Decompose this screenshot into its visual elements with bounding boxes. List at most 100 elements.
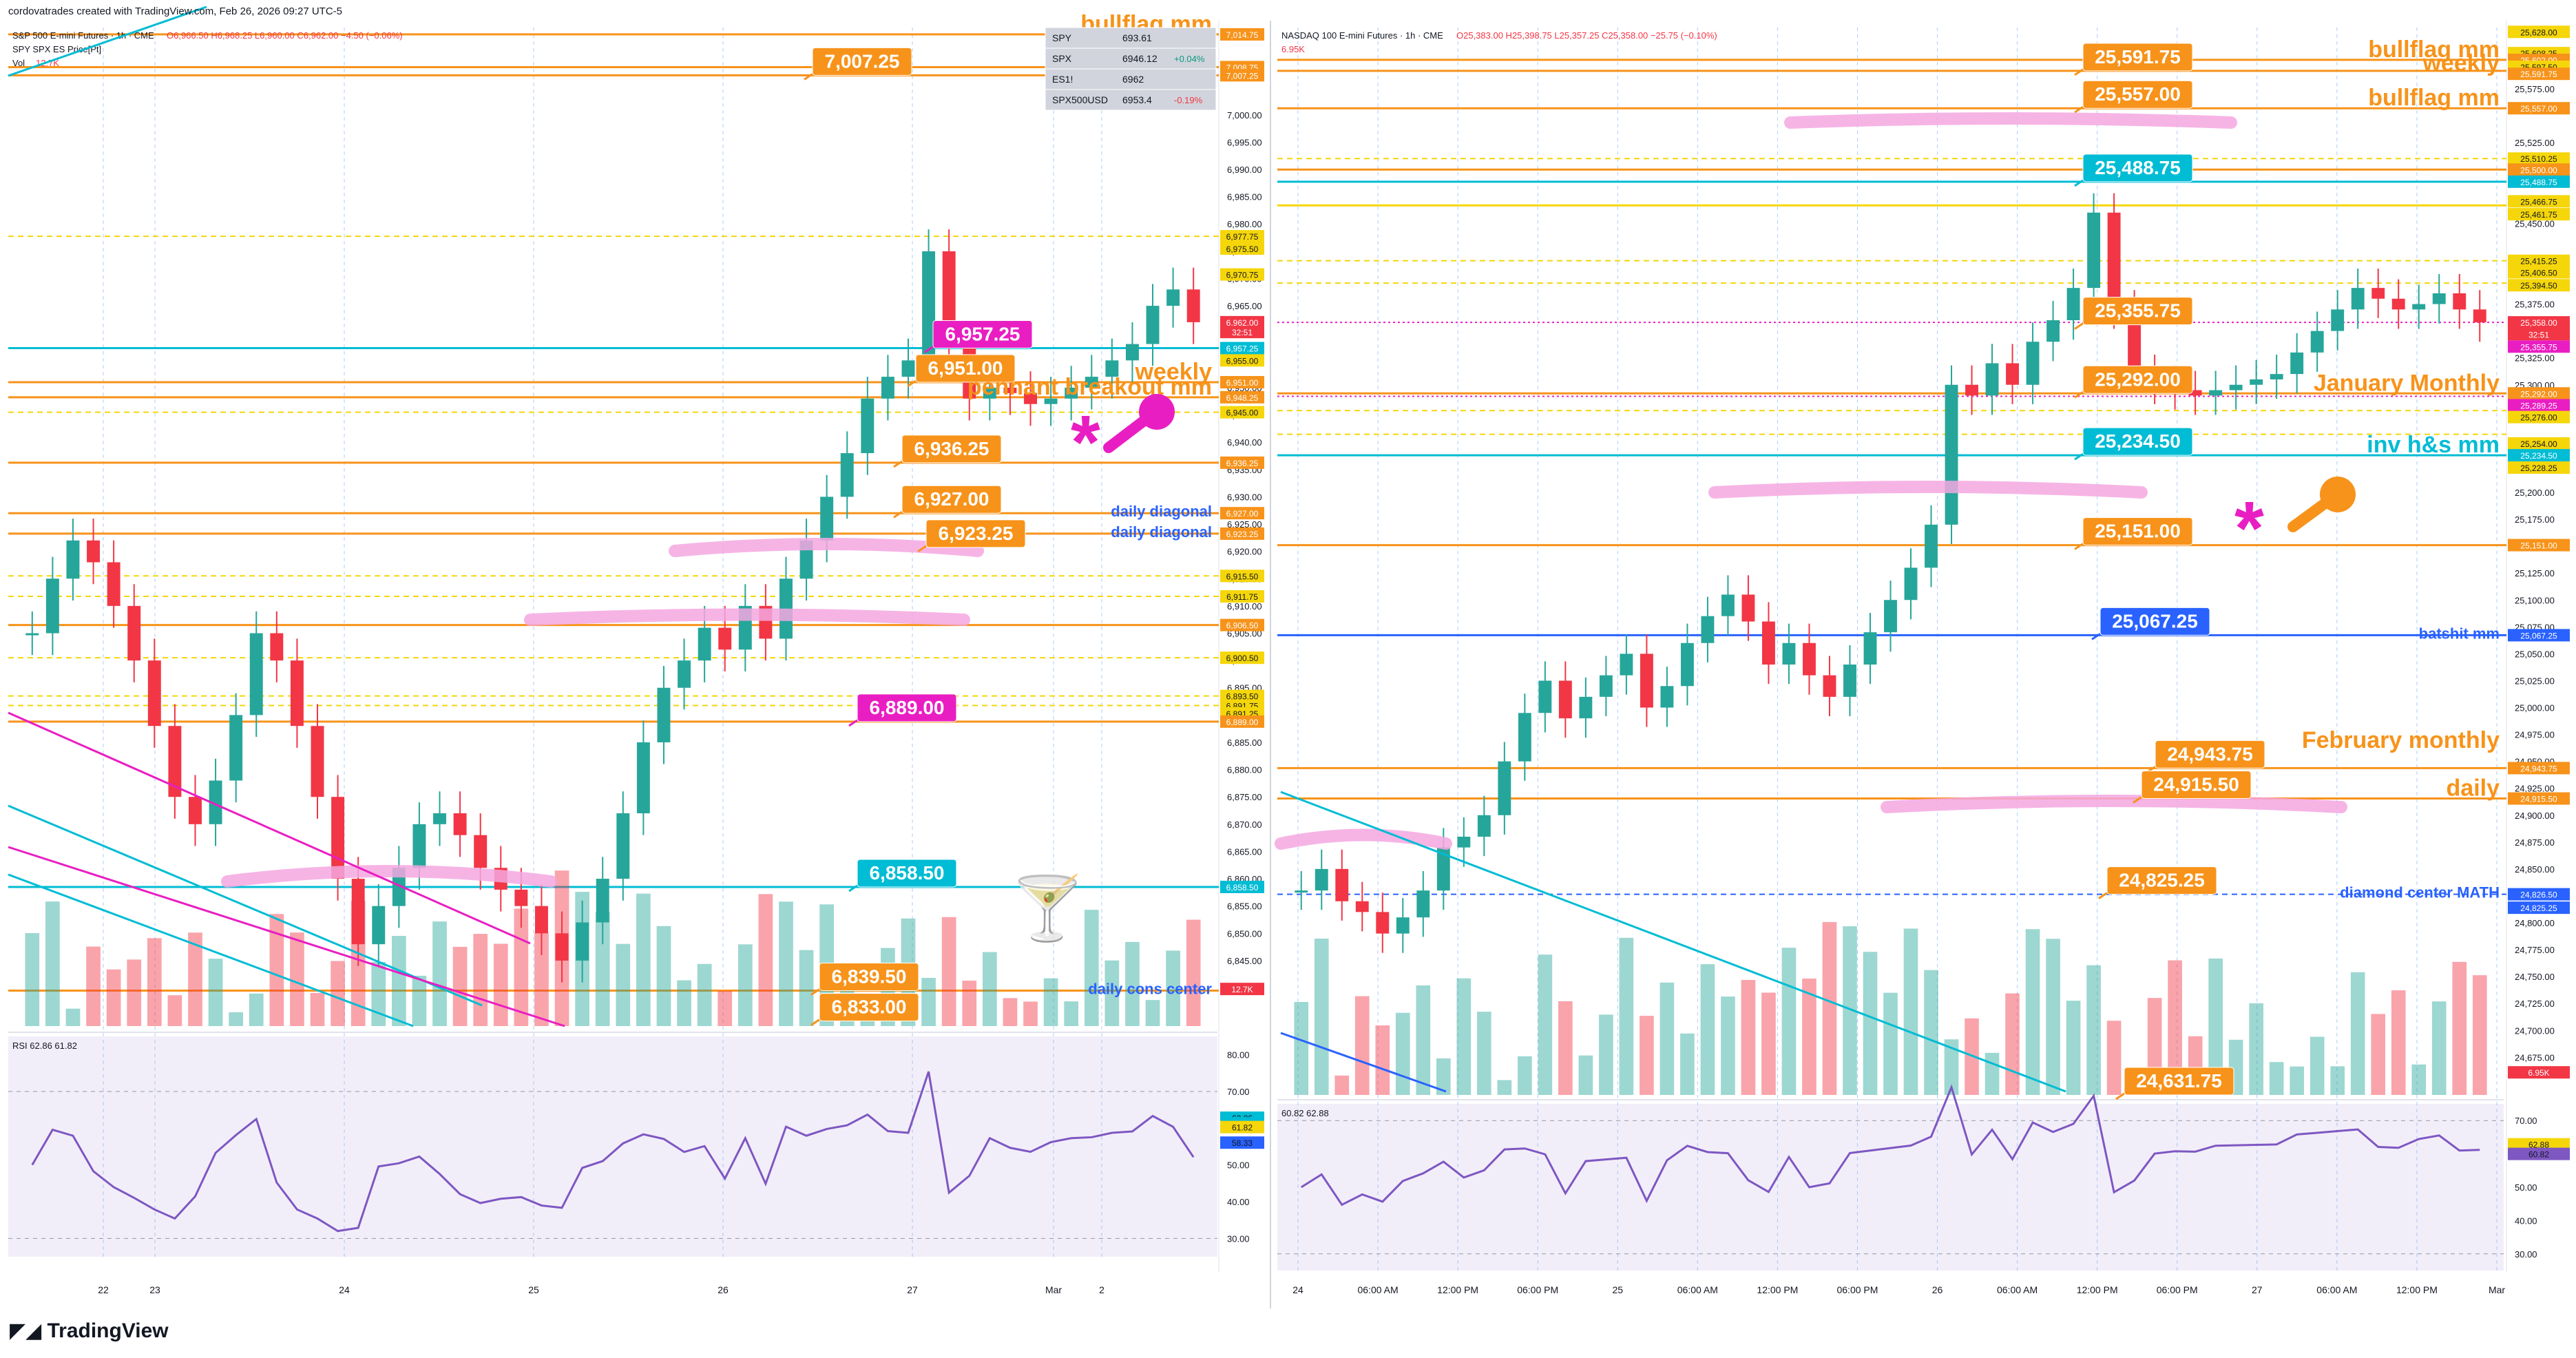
callout-box bbox=[812, 47, 912, 76]
volume-bar bbox=[1375, 1025, 1390, 1095]
price-axis-tick: 25,025.00 bbox=[2515, 676, 2555, 686]
candle-body bbox=[1355, 901, 1369, 912]
candle-body bbox=[1146, 306, 1160, 344]
candle-body bbox=[840, 453, 854, 497]
candle-body bbox=[1579, 696, 1593, 719]
callout-pointer bbox=[2074, 322, 2084, 330]
candle-body bbox=[901, 360, 915, 377]
candle-body bbox=[820, 497, 834, 541]
volume-bar bbox=[2290, 1066, 2304, 1095]
axis-badge-text: 25,292.00 bbox=[2520, 389, 2557, 399]
volume-bar bbox=[2168, 960, 2182, 1095]
candle-body bbox=[1640, 654, 1653, 708]
candle-body bbox=[45, 578, 59, 634]
x-axis-tick: 06:00 AM bbox=[2316, 1284, 2357, 1295]
axis-badge bbox=[2508, 629, 2570, 642]
callout-pointer bbox=[2074, 391, 2084, 399]
volume-bar bbox=[1781, 948, 1797, 1095]
x-axis-tick: 23 bbox=[149, 1284, 160, 1295]
watchlist-widget: SPY 693.61 SPX 6946.12 +0.04% ES1! 6962 SPX500U… bbox=[1045, 27, 1217, 111]
volume-bar bbox=[1294, 1002, 1309, 1095]
candle-body bbox=[2128, 309, 2142, 375]
volume-bar bbox=[45, 901, 60, 1026]
axis-badge-text: 6,906.50 bbox=[1226, 621, 1259, 631]
callout-box bbox=[932, 320, 1033, 349]
candle-body bbox=[1105, 360, 1119, 377]
callout-box bbox=[819, 993, 919, 1022]
candle-body bbox=[1125, 344, 1139, 361]
volume-bar bbox=[2330, 1066, 2345, 1095]
candle-body bbox=[2331, 309, 2345, 331]
x-axis-tick: 06:00 AM bbox=[1357, 1284, 1398, 1295]
axis-badge bbox=[1220, 376, 1264, 389]
volume-bar bbox=[1822, 921, 1837, 1095]
price-axis-tick: 25,375.00 bbox=[2515, 300, 2555, 310]
volume-bar bbox=[371, 961, 386, 1026]
trendline bbox=[8, 846, 565, 1027]
price-axis-tick: 6,855.00 bbox=[1227, 901, 1262, 912]
candle-body bbox=[2310, 331, 2324, 353]
price-axis-tick: 24,725.00 bbox=[2515, 999, 2555, 1009]
asterisk-icon: * bbox=[2234, 486, 2264, 571]
axis-badge-text: 6,927.00 bbox=[1226, 509, 1259, 519]
axis-badge bbox=[1220, 570, 1264, 583]
rsi-line bbox=[1300, 1084, 2480, 1206]
callout-pointer bbox=[848, 884, 858, 892]
axis-badge bbox=[1220, 326, 1264, 339]
callout-pointer bbox=[907, 379, 917, 388]
axis-badge-text: 6,975.50 bbox=[1226, 244, 1259, 254]
axis-badge-text: 6,951.00 bbox=[1226, 378, 1259, 388]
volume-bar bbox=[982, 952, 997, 1026]
volume-bar bbox=[799, 950, 814, 1026]
callout-text: 6,839.50 bbox=[832, 965, 907, 987]
price-callout: 6,936.25 bbox=[893, 435, 1002, 468]
watchlist-value: 693.61 bbox=[1122, 32, 1152, 43]
tradingview-logo-icon: ◤◢ bbox=[10, 1319, 48, 1342]
axis-badge-text: 6,936.25 bbox=[1226, 459, 1259, 468]
rsi-axis-tick: 30.00 bbox=[1227, 1233, 1250, 1244]
volume-bar bbox=[1104, 960, 1120, 1026]
candle-body bbox=[1295, 890, 1308, 893]
axis-badge bbox=[1220, 590, 1264, 603]
axis-badge-text: 25,591.75 bbox=[2520, 70, 2557, 79]
callout-box bbox=[2082, 297, 2193, 326]
candle-body bbox=[66, 540, 80, 579]
candle-body bbox=[372, 906, 386, 945]
cocktail-icon: 🍸 bbox=[1009, 871, 1086, 943]
watchlist-symbol: SPX bbox=[1052, 53, 1072, 64]
axis-badge-text: 25,406.50 bbox=[2520, 268, 2557, 278]
axis-badge-text: 12.7K bbox=[1231, 985, 1253, 994]
volume-bar bbox=[147, 938, 162, 1026]
key-icon bbox=[1103, 416, 1149, 453]
candle-body bbox=[2412, 304, 2426, 310]
price-axis-tick: 6,925.00 bbox=[1227, 519, 1262, 530]
axis-badge-text: 6,962.00 bbox=[1226, 318, 1259, 328]
price-axis-tick: 24,775.00 bbox=[2515, 945, 2555, 955]
price-axis-tick: 6,875.00 bbox=[1227, 792, 1262, 802]
callout-box bbox=[2082, 427, 2193, 456]
axis-badge bbox=[2508, 340, 2570, 353]
callout-box bbox=[2141, 771, 2252, 800]
x-axis-tick: 26 bbox=[1932, 1284, 1943, 1295]
axis-badge bbox=[2508, 901, 2570, 915]
volume-bar bbox=[697, 963, 712, 1026]
candle-body bbox=[1065, 387, 1078, 399]
axis-badge bbox=[1220, 507, 1264, 520]
candle-body bbox=[1416, 890, 1430, 918]
price-callout: 25,591.75 bbox=[2074, 43, 2193, 76]
axis-badge bbox=[1220, 390, 1264, 404]
callout-text: 6,889.00 bbox=[870, 697, 945, 718]
axis-badge bbox=[1220, 315, 1264, 328]
candle-body bbox=[1762, 621, 1775, 665]
volume-bar bbox=[921, 978, 936, 1026]
price-callout: 25,488.75 bbox=[2074, 154, 2193, 187]
candle-body bbox=[1803, 643, 1816, 676]
candle-body bbox=[576, 922, 589, 961]
tradingview-logo[interactable]: ◤◢ TradingView bbox=[10, 1319, 169, 1343]
rsi-badge-text: 60.82 bbox=[2528, 1150, 2549, 1160]
candle-body bbox=[2453, 293, 2467, 310]
candle-body bbox=[2026, 342, 2040, 385]
chart-annotation: daily cons center bbox=[1088, 980, 1212, 997]
price-axis-tick: 25,125.00 bbox=[2515, 568, 2555, 578]
